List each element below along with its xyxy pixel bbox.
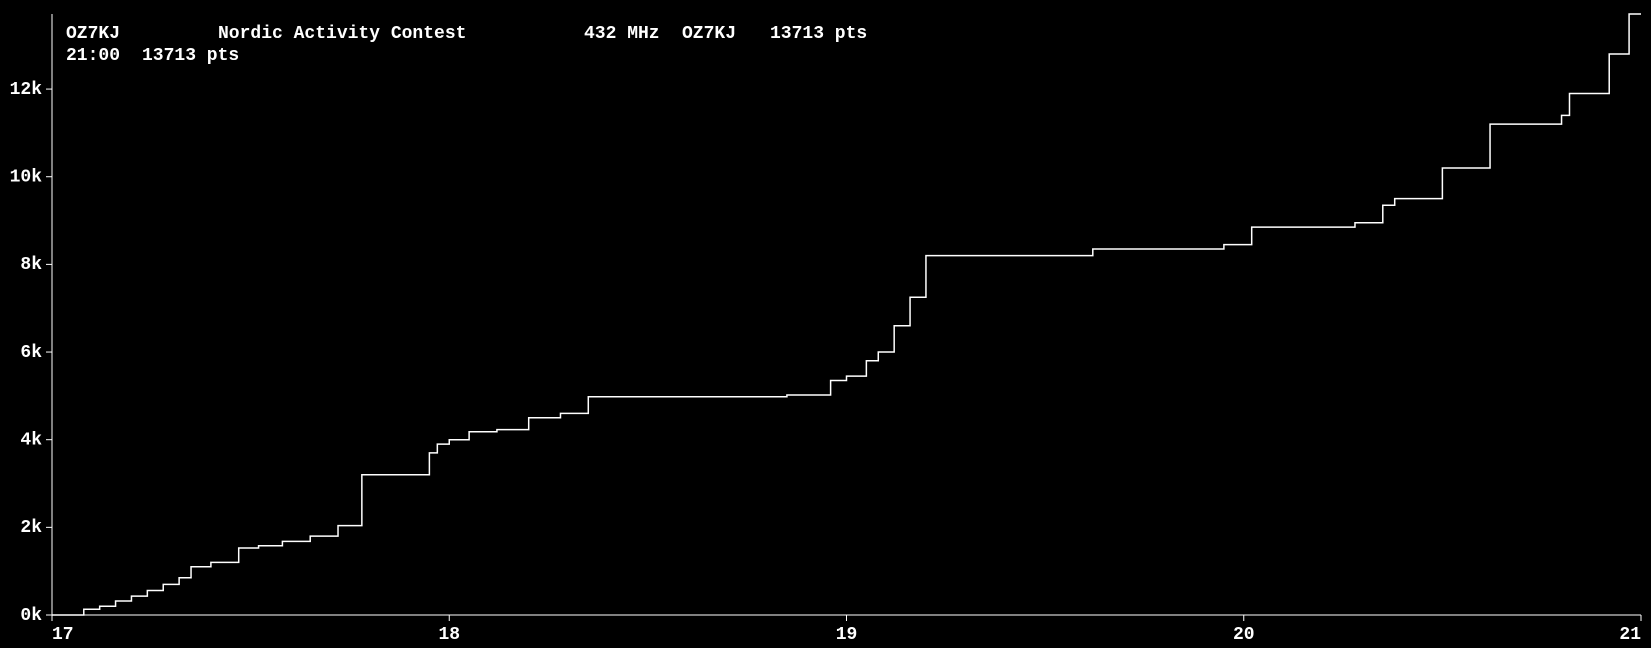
x-tick-label: 19 xyxy=(836,625,858,645)
chart-svg: 0k 2k 4k 6k 8k 10k 12k 17 18 19 20 21 OZ7KJ Nordic Ac… xyxy=(0,0,1651,648)
header-points: 13713 pts xyxy=(770,24,867,44)
y-tick-label: 4k xyxy=(20,430,42,450)
header-time: 21:00 xyxy=(66,46,120,66)
header-contest-name: Nordic Activity Contest xyxy=(218,24,466,44)
header-score: 13713 pts xyxy=(142,46,239,66)
y-tick-label: 0k xyxy=(20,606,42,626)
y-tick-label: 12k xyxy=(10,80,43,100)
y-tick-label: 10k xyxy=(10,167,43,187)
y-tick-label: 2k xyxy=(20,518,42,538)
contest-score-chart: 0k 2k 4k 6k 8k 10k 12k 17 18 19 20 21 OZ7KJ Nordic Ac… xyxy=(0,0,1651,648)
score-step-line xyxy=(52,14,1641,615)
x-tick-label: 18 xyxy=(438,625,460,645)
header-callsign-2: OZ7KJ xyxy=(682,24,736,44)
header-callsign: OZ7KJ xyxy=(66,24,120,44)
x-tick-label: 21 xyxy=(1619,625,1641,645)
x-tick-label: 17 xyxy=(52,625,74,645)
y-tick-label: 6k xyxy=(20,343,42,363)
header-band: 432 MHz xyxy=(584,24,660,44)
x-tick-label: 20 xyxy=(1233,625,1255,645)
y-tick-label: 8k xyxy=(20,255,42,275)
